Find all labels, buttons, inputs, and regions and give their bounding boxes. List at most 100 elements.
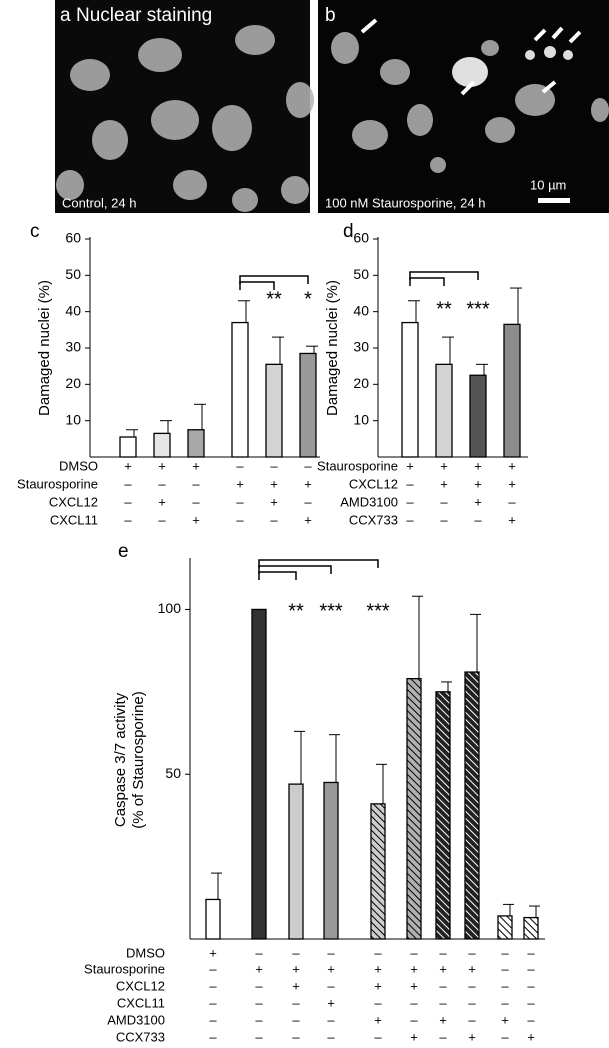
treatment-mark: +: [508, 458, 516, 473]
treatment-mark: +: [474, 476, 482, 491]
treatment-mark: –: [236, 494, 244, 509]
image-b: [318, 0, 609, 213]
y-tick-label: 60: [353, 230, 369, 246]
treatment-label: Staurosporine: [84, 961, 165, 976]
treatment-mark: –: [270, 512, 278, 527]
error-bar: [194, 403, 206, 430]
treatment-mark: –: [304, 458, 312, 473]
bar: [187, 429, 205, 458]
treatment-mark: –: [410, 995, 418, 1010]
treatment-mark: +: [440, 458, 448, 473]
treatment-mark: –: [292, 1029, 300, 1044]
treatment-mark: +: [439, 961, 447, 976]
bar: [406, 677, 422, 940]
treatment-label: DMSO: [126, 945, 165, 960]
image-label: a: [60, 5, 71, 26]
bar: [251, 608, 267, 940]
y-tick-label: 50: [353, 266, 369, 282]
y-tick-label: 40: [353, 302, 369, 318]
error-bar: [503, 903, 514, 916]
treatment-mark: –: [255, 978, 263, 993]
treatment-label: CXCL11: [50, 512, 98, 527]
y-axis-label: Caspase 3/7 activity(% of Staurosporine): [112, 691, 147, 829]
significance-annotation: ***: [466, 298, 490, 320]
treatment-mark: +: [440, 476, 448, 491]
treatment-mark: –: [124, 512, 132, 527]
y-axis-label: Damaged nuclei (%): [36, 280, 53, 416]
significance-bracket: [409, 277, 445, 286]
treatment-mark: +: [374, 1012, 382, 1027]
treatment-mark: –: [209, 961, 217, 976]
error-bar: [329, 734, 340, 783]
image-caption: Control, 24 h: [62, 195, 136, 210]
treatment-mark: +: [468, 1029, 476, 1044]
bar: [153, 432, 171, 458]
treatment-mark: –: [124, 494, 132, 509]
treatment-mark: +: [508, 512, 516, 527]
treatment-mark: –: [527, 995, 535, 1010]
treatment-mark: –: [327, 978, 335, 993]
bar: [323, 781, 339, 940]
treatment-mark: –: [410, 1012, 418, 1027]
bar: [435, 691, 451, 940]
treatment-mark: –: [501, 978, 509, 993]
y-tick-label: 50: [65, 266, 81, 282]
treatment-mark: +: [158, 494, 166, 509]
treatment-label: CCX733: [349, 512, 398, 527]
treatment-mark: –: [209, 995, 217, 1010]
treatment-mark: –: [508, 494, 516, 509]
treatment-mark: +: [527, 1029, 535, 1044]
y-tick-label: 10: [65, 411, 81, 427]
treatment-mark: –: [406, 494, 414, 509]
treatment-mark: –: [406, 476, 414, 491]
treatment-mark: –: [527, 1012, 535, 1027]
treatment-mark: –: [327, 1029, 335, 1044]
treatment-mark: –: [440, 494, 448, 509]
treatment-mark: –: [439, 945, 447, 960]
treatment-mark: +: [374, 961, 382, 976]
significance-bracket: [409, 271, 479, 280]
treatment-mark: +: [270, 494, 278, 509]
significance-annotation: ***: [319, 600, 343, 622]
error-bar: [211, 872, 222, 900]
treatment-label: AMD3100: [107, 1012, 165, 1027]
bar: [370, 803, 386, 940]
error-bar: [272, 336, 284, 365]
error-bar: [376, 763, 387, 804]
image-label: b: [325, 5, 336, 26]
treatment-mark: –: [236, 512, 244, 527]
error-bar: [160, 420, 172, 434]
treatment-mark: –: [292, 945, 300, 960]
treatment-mark: +: [474, 458, 482, 473]
treatment-mark: –: [440, 512, 448, 527]
treatment-mark: –: [192, 476, 200, 491]
bar: [119, 436, 137, 458]
treatment-mark: –: [439, 1029, 447, 1044]
treatment-mark: +: [192, 458, 200, 473]
treatment-mark: –: [209, 1012, 217, 1027]
treatment-mark: +: [124, 458, 132, 473]
panel-label: e: [118, 541, 129, 562]
treatment-mark: +: [508, 476, 516, 491]
treatment-mark: +: [374, 978, 382, 993]
treatment-mark: –: [501, 945, 509, 960]
treatment-mark: +: [158, 458, 166, 473]
treatment-mark: +: [236, 476, 244, 491]
treatment-mark: +: [406, 458, 414, 473]
error-bar: [529, 905, 540, 918]
treatment-mark: –: [209, 978, 217, 993]
treatment-mark: +: [304, 476, 312, 491]
treatment-mark: +: [327, 961, 335, 976]
significance-annotation: **: [266, 288, 282, 310]
treatment-label: DMSO: [59, 458, 98, 473]
treatment-mark: –: [439, 978, 447, 993]
treatment-label: CCX733: [116, 1029, 165, 1044]
error-bar: [470, 613, 481, 673]
y-tick-label: 50: [165, 765, 181, 781]
treatment-mark: –: [292, 1012, 300, 1027]
significance-annotation: **: [436, 298, 452, 320]
treatment-mark: +: [209, 945, 217, 960]
treatment-label: Staurosporine: [17, 476, 98, 491]
bar: [464, 671, 480, 940]
treatment-mark: –: [468, 1012, 476, 1027]
